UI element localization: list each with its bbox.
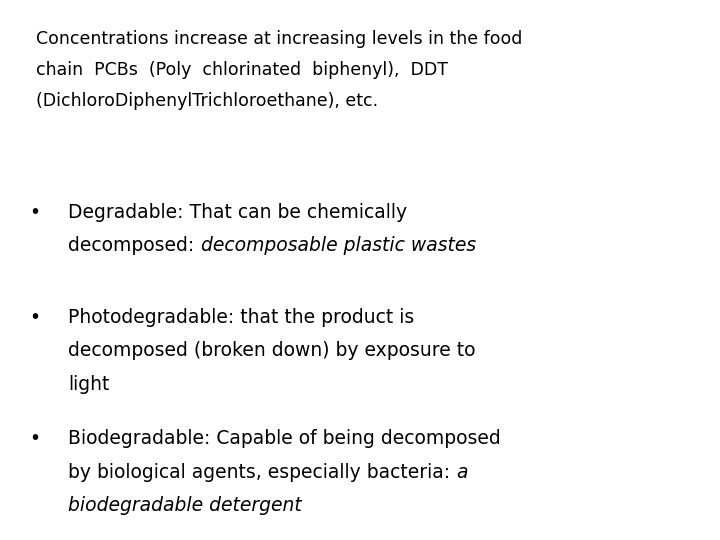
Text: •: • <box>29 202 40 221</box>
Text: chain  PCBs  (Poly  chlorinated  biphenyl),  DDT: chain PCBs (Poly chlorinated biphenyl), … <box>36 61 448 79</box>
Text: a: a <box>456 463 468 482</box>
Text: Biodegradable: Capable of being decomposed: Biodegradable: Capable of being decompos… <box>68 429 501 448</box>
Text: light: light <box>68 375 109 394</box>
Text: Concentrations increase at increasing levels in the food: Concentrations increase at increasing le… <box>36 30 523 48</box>
Text: Photodegradable: that the product is: Photodegradable: that the product is <box>68 308 415 327</box>
Text: decomposed (broken down) by exposure to: decomposed (broken down) by exposure to <box>68 341 476 360</box>
Text: (DichloroDiphenylTrichloroethane), etc.: (DichloroDiphenylTrichloroethane), etc. <box>36 92 378 110</box>
Text: •: • <box>29 308 40 327</box>
Text: decomposable plastic wastes: decomposable plastic wastes <box>201 236 476 255</box>
Text: by biological agents, especially bacteria:: by biological agents, especially bacteri… <box>68 463 456 482</box>
Text: biodegradable detergent: biodegradable detergent <box>68 496 302 515</box>
Text: Degradable: That can be chemically: Degradable: That can be chemically <box>68 202 408 221</box>
Text: •: • <box>29 429 40 448</box>
Text: decomposed:: decomposed: <box>68 236 201 255</box>
